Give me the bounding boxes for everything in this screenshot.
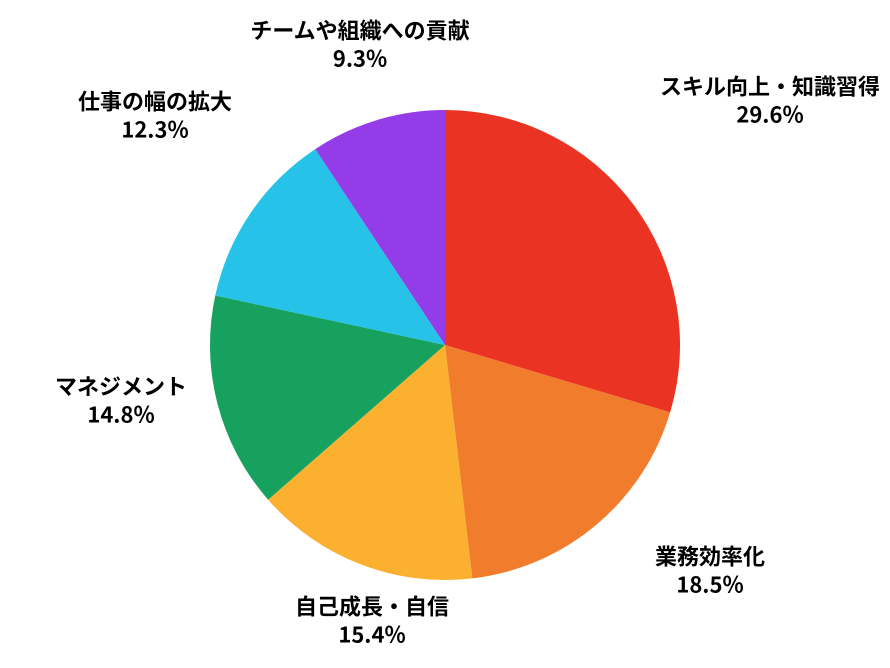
pie-chart: スキル向上・知識習得29.6%業務効率化18.5%自己成長・自信15.4%マネジ… bbox=[0, 0, 890, 668]
pie-svg bbox=[0, 0, 890, 668]
